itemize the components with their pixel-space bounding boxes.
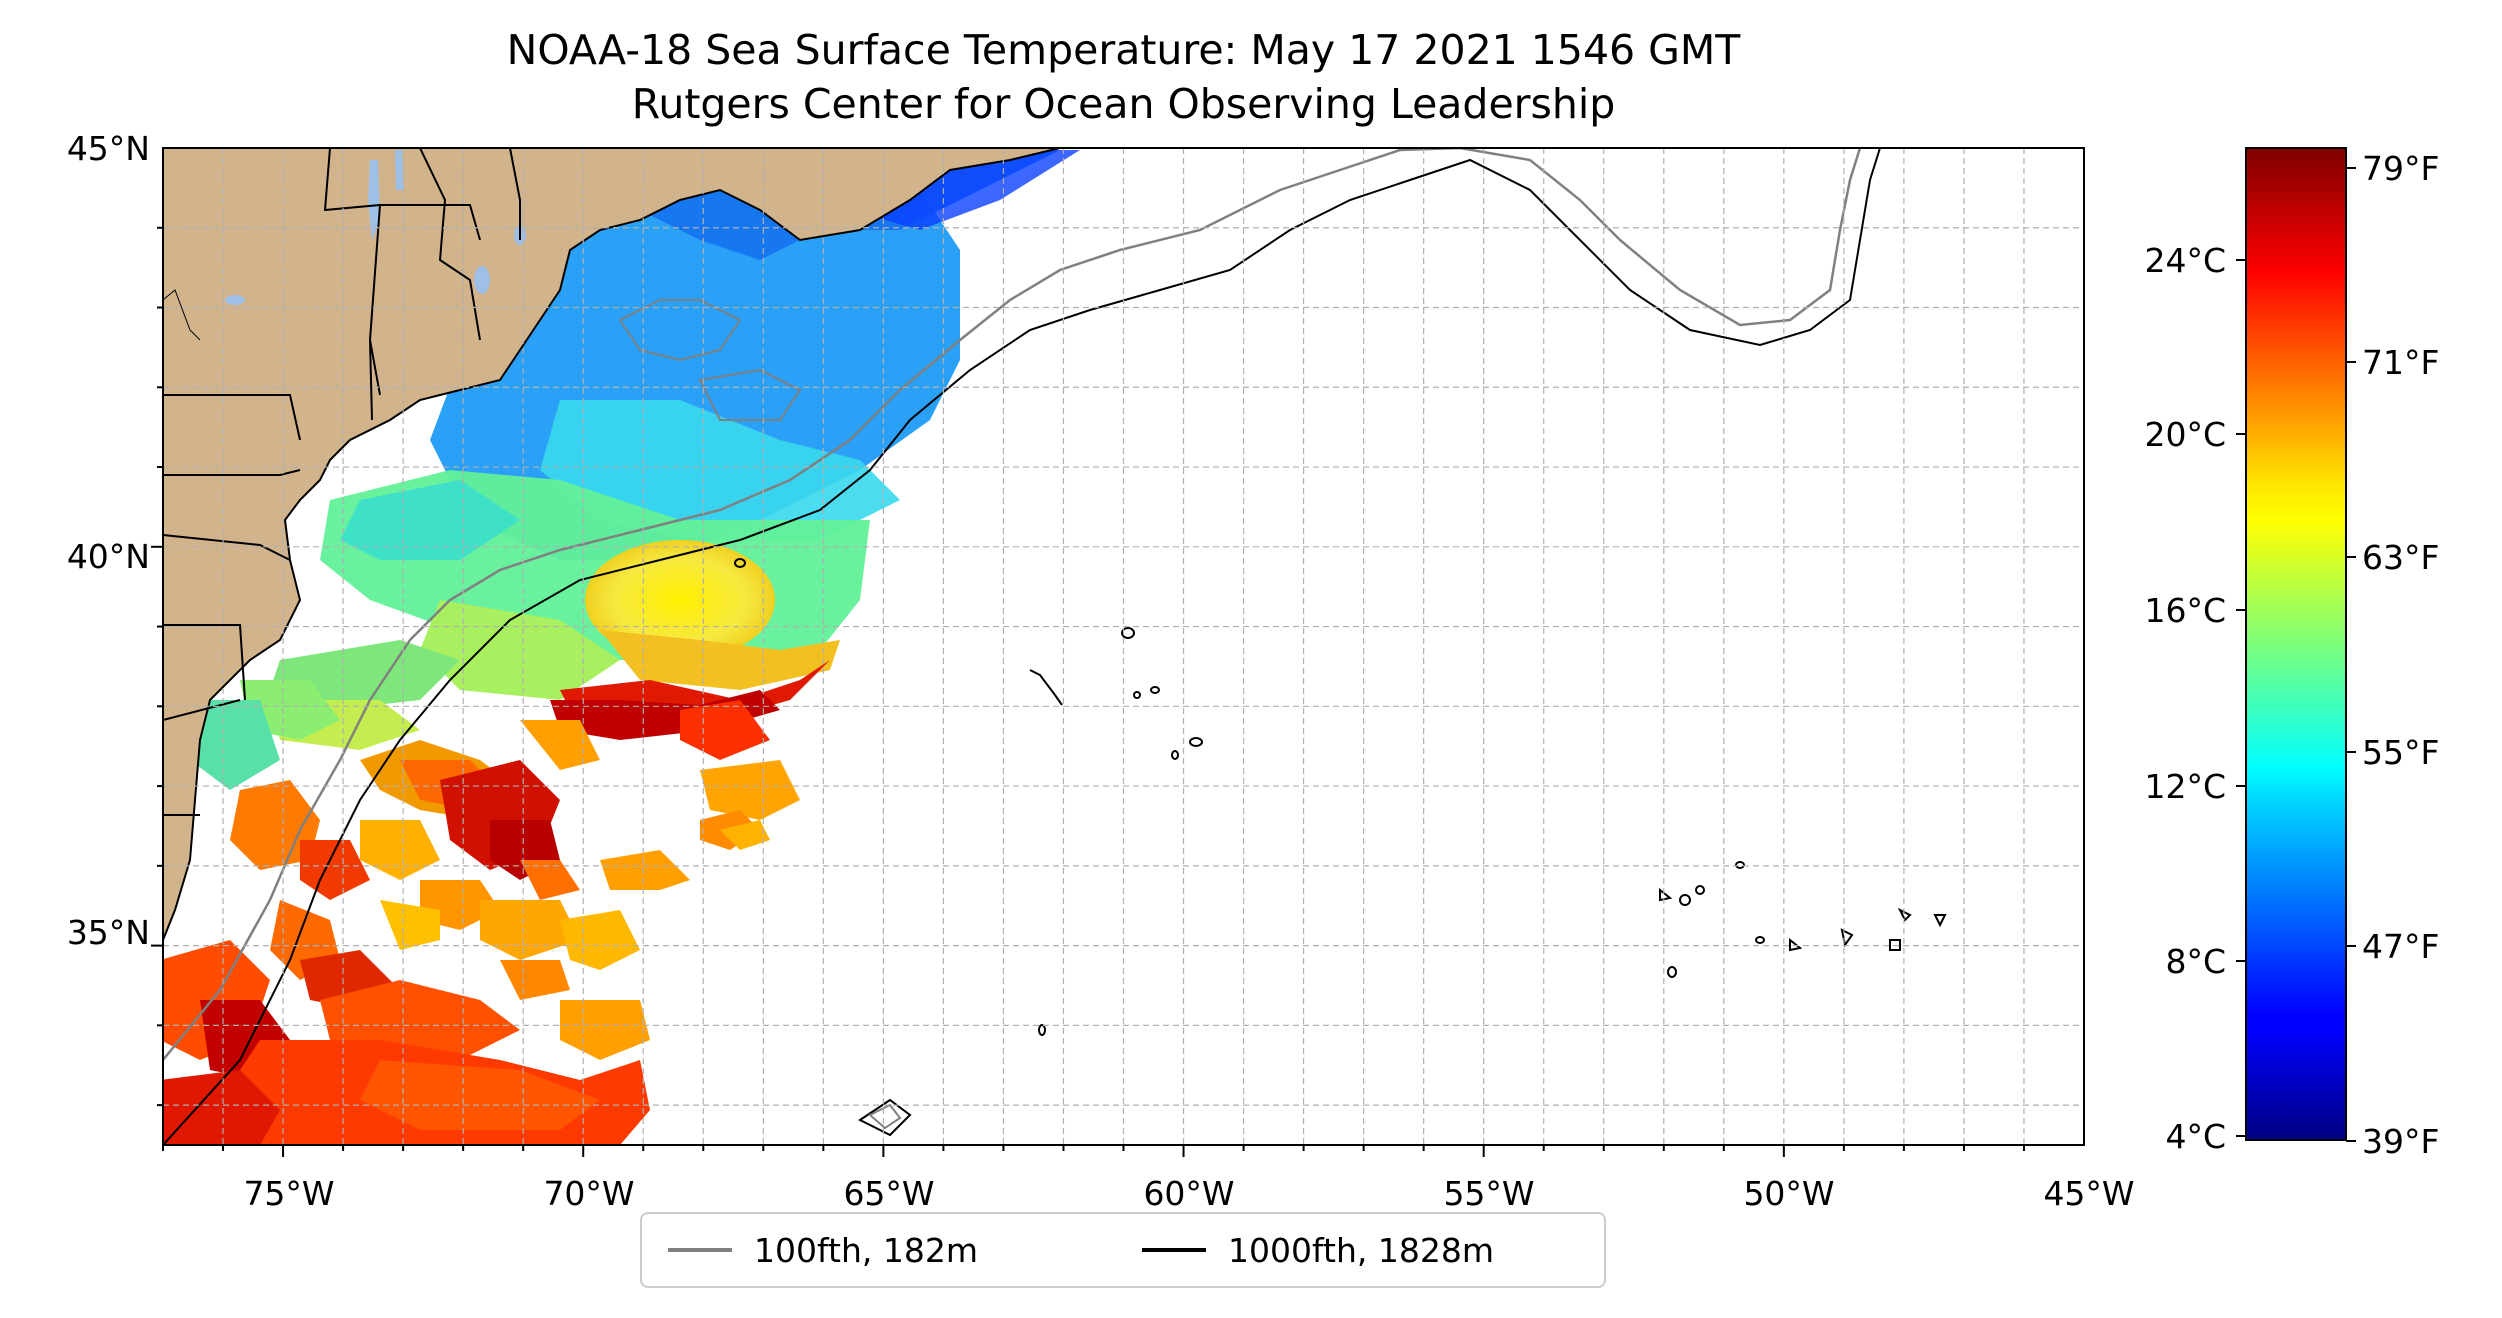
colorbar-ticks — [2236, 167, 2356, 1142]
cbar-celsius-20: 20°C — [2144, 415, 2226, 454]
chart-title: NOAA-18 Sea Surface Temperature: May 17 … — [506, 26, 1741, 74]
legend-item-1000fth: 1000fth, 1828m — [1142, 1214, 1494, 1286]
chart-subtitle: Rutgers Center for Ocean Observing Leade… — [631, 80, 1616, 128]
cbar-fahrenheit-63: 63°F — [2362, 538, 2439, 577]
cbar-fahrenheit-39: 39°F — [2362, 1122, 2439, 1161]
cbar-celsius-4: 4°C — [2165, 1117, 2226, 1156]
legend-swatch-gray — [668, 1248, 732, 1252]
legend-label-100fth: 100fth, 182m — [754, 1230, 978, 1270]
legend-item-100fth: 100fth, 182m — [668, 1214, 978, 1286]
lakes — [225, 150, 526, 305]
lon-label-50w: 50°W — [1743, 1174, 1834, 1213]
axis-ticks — [151, 226, 2025, 1157]
land — [163, 148, 1061, 941]
lon-label-55w: 55°W — [1443, 1174, 1534, 1213]
seamounts — [734, 558, 1947, 1036]
cbar-fahrenheit-71: 71°F — [2362, 343, 2439, 382]
grid — [162, 148, 2084, 1145]
lon-label-70w: 70°W — [543, 1174, 634, 1213]
lat-label-40n: 40°N — [67, 537, 150, 576]
state-borders — [163, 148, 521, 816]
lat-label-35n: 35°N — [67, 913, 150, 952]
cbar-celsius-12: 12°C — [2144, 767, 2226, 806]
cbar-fahrenheit-79: 79°F — [2362, 149, 2439, 188]
lon-label-60w: 60°W — [1143, 1174, 1234, 1213]
lon-label-65w: 65°W — [843, 1174, 934, 1213]
cbar-celsius-8: 8°C — [2165, 942, 2226, 981]
cbar-celsius-24: 24°C — [2144, 241, 2226, 280]
legend-swatch-black — [1142, 1248, 1206, 1252]
lat-label-45n: 45°N — [67, 129, 150, 168]
cbar-celsius-16: 16°C — [2144, 591, 2226, 630]
bathymetry-contours — [163, 148, 1881, 1145]
legend-label-1000fth: 1000fth, 1828m — [1228, 1230, 1494, 1270]
lon-label-45w: 45°W — [2043, 1174, 2134, 1213]
legend: 100fth, 182m 1000fth, 1828m — [640, 1212, 1606, 1288]
cbar-fahrenheit-55: 55°F — [2362, 733, 2439, 772]
colorbar — [2245, 147, 2347, 1141]
lon-label-75w: 75°W — [243, 1174, 334, 1213]
cbar-fahrenheit-47: 47°F — [2362, 927, 2439, 966]
